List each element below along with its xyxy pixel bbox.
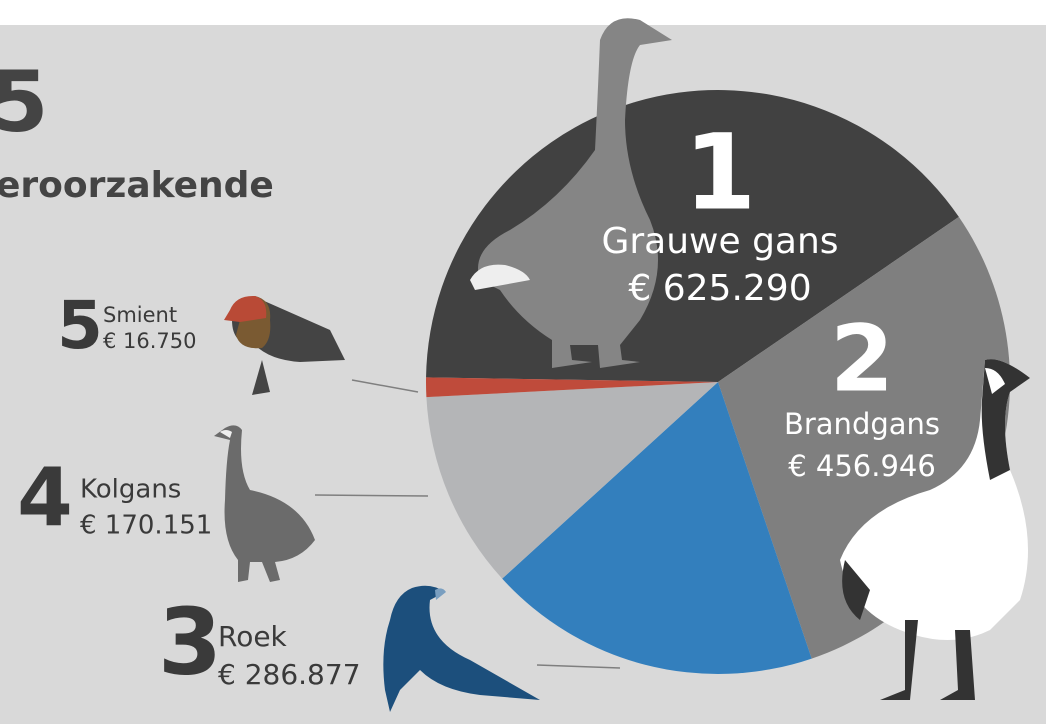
pie-slice [425,377,718,398]
brandgans-icon [840,359,1030,700]
rank-number: 5 [57,287,103,364]
value-label: € 456.946 [788,449,936,483]
rank-number: 2 [830,305,894,412]
category-label: Brandgans [784,407,940,441]
value-label: € 170.151 [80,511,212,541]
category-label: Smient [103,303,177,327]
smient-icon [224,295,345,395]
roek-icon [383,585,540,712]
value-label: € 625.290 [628,268,811,309]
leader-lines [314,379,621,669]
subtitle: eroorzakende [0,165,274,206]
title: 5 [0,53,48,151]
value-label: € 286.877 [218,658,361,691]
category-label: Grauwe gans [601,221,838,262]
kolgans-icon [214,425,315,582]
category-label: Kolgans [80,475,181,505]
rank-number: 4 [17,451,73,544]
rank-number: 3 [158,588,222,695]
rank-number: 1 [684,111,756,233]
pie-slice [502,382,812,674]
pie-slice [426,382,718,579]
category-label: Roek [218,620,288,653]
grauwe-gans-icon [470,18,672,368]
value-label: € 16.750 [103,329,197,353]
